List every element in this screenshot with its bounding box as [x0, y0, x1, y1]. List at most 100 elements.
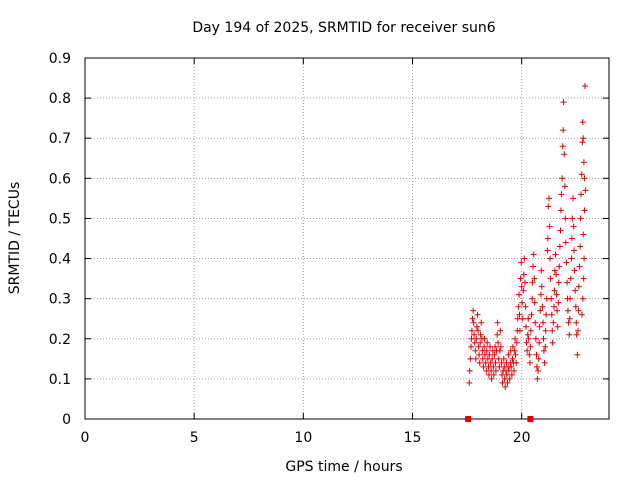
data-point	[521, 255, 528, 262]
y-tick-label: 0	[62, 412, 71, 428]
data-point	[509, 343, 516, 350]
data-point	[536, 339, 543, 346]
data-point	[570, 223, 577, 230]
data-point	[518, 283, 525, 290]
data-point	[537, 291, 544, 298]
data-point	[494, 331, 501, 338]
data-point	[516, 327, 523, 334]
data-point	[506, 375, 513, 382]
data-point	[562, 215, 569, 222]
data-point	[547, 275, 554, 282]
data-point	[529, 295, 536, 302]
data-point	[533, 351, 540, 358]
data-point	[572, 303, 579, 310]
data-point	[540, 347, 547, 354]
data-point	[569, 215, 576, 222]
data-point	[568, 255, 575, 262]
data-point	[528, 311, 535, 318]
data-point	[469, 315, 476, 322]
data-point	[476, 351, 483, 358]
data-point	[517, 275, 524, 282]
data-point	[551, 267, 558, 274]
data-point	[572, 287, 579, 294]
y-tick-label: 0.7	[49, 131, 71, 147]
data-point	[527, 327, 534, 334]
data-point	[544, 247, 551, 254]
data-point	[532, 319, 539, 326]
data-point	[575, 307, 582, 314]
y-tick-label: 0.9	[49, 51, 71, 67]
data-point	[504, 379, 511, 386]
data-point	[524, 331, 531, 338]
data-point	[512, 351, 519, 358]
data-point	[557, 227, 564, 234]
data-point	[571, 267, 578, 274]
data-point	[581, 175, 588, 182]
data-point	[478, 319, 485, 326]
data-point	[574, 351, 581, 358]
data-point	[545, 195, 552, 202]
data-point	[530, 263, 537, 270]
data-point	[566, 331, 573, 338]
data-point	[467, 355, 474, 362]
data-point	[503, 371, 510, 378]
data-point	[539, 303, 546, 310]
data-point	[554, 307, 561, 314]
data-point	[491, 351, 498, 358]
data-point	[488, 375, 495, 382]
data-point	[533, 363, 540, 370]
data-point	[486, 351, 493, 358]
data-point	[520, 287, 527, 294]
data-point	[513, 359, 520, 366]
data-point	[556, 243, 563, 250]
data-point	[523, 323, 530, 330]
data-point	[492, 343, 499, 350]
x-tick-label: 0	[81, 430, 90, 446]
data-point	[474, 311, 481, 318]
data-point	[559, 175, 566, 182]
data-point	[484, 339, 491, 346]
data-point	[497, 343, 504, 350]
data-point	[550, 319, 557, 326]
plot-frame	[84, 57, 610, 420]
data-point	[574, 327, 581, 334]
data-point	[540, 335, 547, 342]
data-point	[555, 279, 562, 286]
data-point	[577, 243, 584, 250]
data-point	[483, 347, 490, 354]
data-point	[519, 299, 526, 306]
data-point	[473, 335, 480, 342]
data-point	[481, 335, 488, 342]
data-point	[531, 275, 538, 282]
data-point	[495, 355, 502, 362]
data-point	[526, 359, 533, 366]
x-tick-label: 20	[513, 430, 531, 446]
data-point	[554, 323, 561, 330]
data-point	[529, 279, 536, 286]
data-point	[534, 375, 541, 382]
grid	[85, 58, 609, 419]
y-tick-label: 0.8	[49, 91, 71, 107]
data-point	[527, 343, 534, 350]
data-point	[519, 315, 526, 322]
x-tick-label: 5	[190, 430, 199, 446]
data-point	[536, 323, 543, 330]
data-point	[545, 203, 552, 210]
data-point	[567, 295, 574, 302]
data-point	[535, 355, 542, 362]
data-point	[548, 311, 555, 318]
data-point	[577, 215, 584, 222]
data-point	[582, 187, 589, 194]
x-axis-label: GPS time / hours	[285, 459, 402, 475]
data-point	[520, 271, 527, 278]
data-point	[535, 367, 542, 374]
data-point	[501, 375, 508, 382]
data-point	[553, 271, 560, 278]
data-point	[559, 143, 566, 150]
data-point	[579, 119, 586, 126]
data-point	[471, 339, 478, 346]
data-point	[514, 315, 521, 322]
data-point	[556, 263, 563, 270]
data-point	[543, 311, 550, 318]
